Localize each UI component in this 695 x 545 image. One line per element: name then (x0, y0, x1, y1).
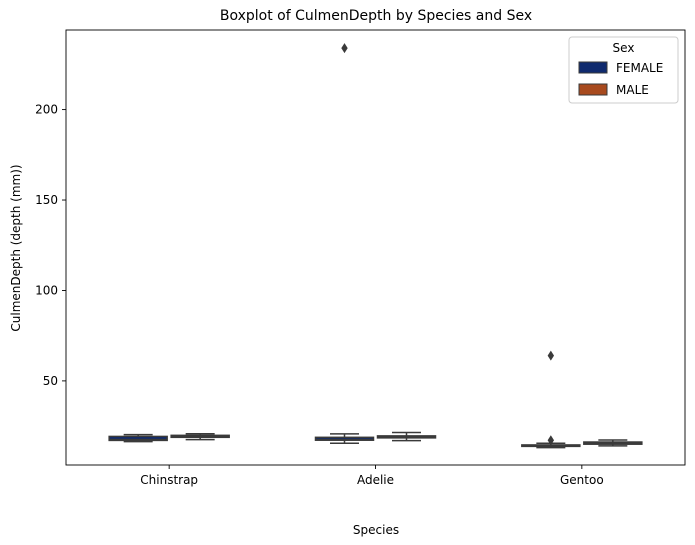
y-axis-label: CulmenDepth (depth (mm)) (9, 164, 23, 331)
x-tick-label: Gentoo (560, 473, 604, 487)
outlier-point (547, 350, 555, 361)
legend-label-male: MALE (616, 83, 649, 97)
x-tick-label: Adelie (357, 473, 394, 487)
x-tick-label: Chinstrap (140, 473, 198, 487)
outlier-point (547, 435, 555, 446)
box-female-adelie (314, 43, 375, 445)
box-male-chinstrap (170, 432, 230, 441)
legend-label-female: FEMALE (616, 61, 663, 75)
x-axis: Chinstrap Adelie Gentoo (140, 465, 604, 487)
chart-title: Boxplot of CulmenDepth by Species and Se… (220, 8, 532, 24)
box-male-adelie (376, 431, 437, 442)
box-male-gentoo (583, 439, 643, 447)
y-tick-label: 200 (35, 103, 58, 117)
box-body (108, 435, 168, 442)
legend-swatch-male (578, 83, 608, 96)
y-tick-label: 150 (35, 193, 58, 207)
x-axis-label: Species (353, 523, 399, 537)
y-tick-label: 50 (43, 374, 58, 388)
legend-title: Sex (613, 41, 635, 55)
y-axis: 50 100 150 200 (35, 103, 66, 388)
box-female-gentoo (521, 350, 581, 449)
outlier-point (341, 43, 348, 54)
legend-swatch-female (578, 61, 608, 74)
y-tick-label: 100 (35, 283, 58, 297)
legend: Sex FEMALE MALE (568, 36, 679, 104)
box-female-chinstrap (108, 433, 168, 443)
